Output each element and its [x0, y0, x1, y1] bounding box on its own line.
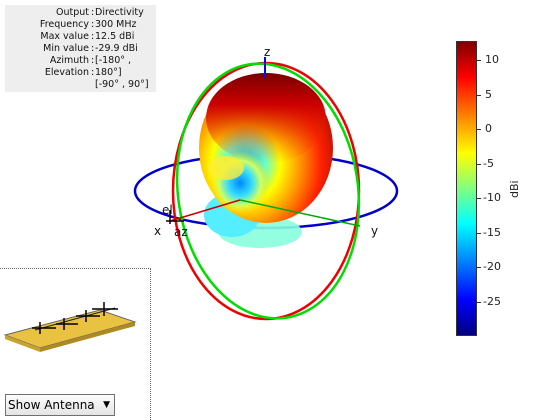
x-axis-label: x — [154, 224, 161, 238]
info-value: 180°] — [95, 67, 122, 78]
info-sep: : — [91, 7, 95, 18]
info-label: Output — [56, 7, 89, 18]
colorbar-tickmark — [477, 302, 481, 303]
xz-ring — [175, 62, 361, 320]
info-sep: : — [91, 67, 95, 78]
info-value: 12.5 dBi — [95, 31, 135, 42]
info-value: [-90° , 90°] — [95, 79, 149, 90]
lobe-highlight — [208, 156, 244, 180]
info-panel: Output: Directivity Frequency:300 MHz Max… — [5, 5, 156, 92]
info-label: Elevation — [44, 67, 89, 78]
info-row-azimuth: Azimuth: [-180° , — [5, 55, 156, 67]
y-axis — [239, 199, 361, 227]
colorbar-tickmark — [477, 95, 481, 96]
info-label: Frequency — [39, 19, 89, 30]
info-label: Azimuth — [49, 55, 89, 66]
info-sep: : — [91, 19, 95, 30]
y-axis-label: y — [371, 224, 378, 238]
colorbar — [456, 41, 477, 336]
el-label: el — [162, 203, 173, 217]
colorbar-tickmark — [477, 233, 481, 234]
info-row-max: Max value:12.5 dBi — [5, 31, 156, 43]
colorbar-tick-label: -15 — [483, 226, 501, 239]
info-value: -29.9 dBi — [95, 43, 138, 54]
colorbar-unit-label: dBi — [508, 180, 521, 198]
colorbar-tickmark — [477, 60, 481, 61]
colorbar-tick-label: 5 — [485, 88, 492, 101]
antenna-panel-border — [0, 268, 151, 420]
info-row-elevation: Elevation:180°] — [5, 67, 156, 79]
info-sep: : — [91, 55, 95, 66]
info-row-min: Min value: -29.9 dBi — [5, 43, 156, 55]
info-value: Directivity — [95, 7, 144, 18]
antenna-preview — [3, 302, 137, 352]
colorbar-tickmark — [477, 129, 481, 130]
colorbar-tick-label: -5 — [483, 157, 494, 170]
info-value: 300 MHz — [95, 19, 137, 30]
colorbar-tickmark — [477, 267, 481, 268]
chevron-down-icon: ▼ — [103, 400, 110, 410]
dropdown-selected-value: Show Antenna — [8, 398, 95, 412]
main-lobe-top — [206, 73, 326, 163]
show-antenna-dropdown[interactable]: Show Antenna ▼ — [5, 394, 115, 416]
info-label: Max value — [40, 31, 89, 42]
colorbar-tick-label: -20 — [483, 260, 501, 273]
info-row-frequency: Frequency:300 MHz — [5, 19, 156, 31]
info-value: [-180° , — [95, 55, 132, 66]
colorbar-tickmark — [477, 164, 481, 165]
x-axis — [169, 199, 241, 222]
colorbar-tick-label: -10 — [483, 191, 501, 204]
info-row-elevation-range: [-90° , 90°] — [5, 79, 156, 91]
az-label: az — [174, 225, 188, 239]
info-sep: : — [91, 43, 95, 54]
info-row-output: Output: Directivity — [5, 7, 156, 19]
colorbar-tick-label: 0 — [485, 122, 492, 135]
z-axis-label: z — [264, 45, 270, 59]
colorbar-tick-label: 10 — [485, 53, 499, 66]
colorbar-tick-label: -25 — [483, 295, 501, 308]
colorbar-tickmark — [477, 198, 481, 199]
info-label: Min value — [43, 43, 89, 54]
info-sep: : — [91, 31, 95, 42]
